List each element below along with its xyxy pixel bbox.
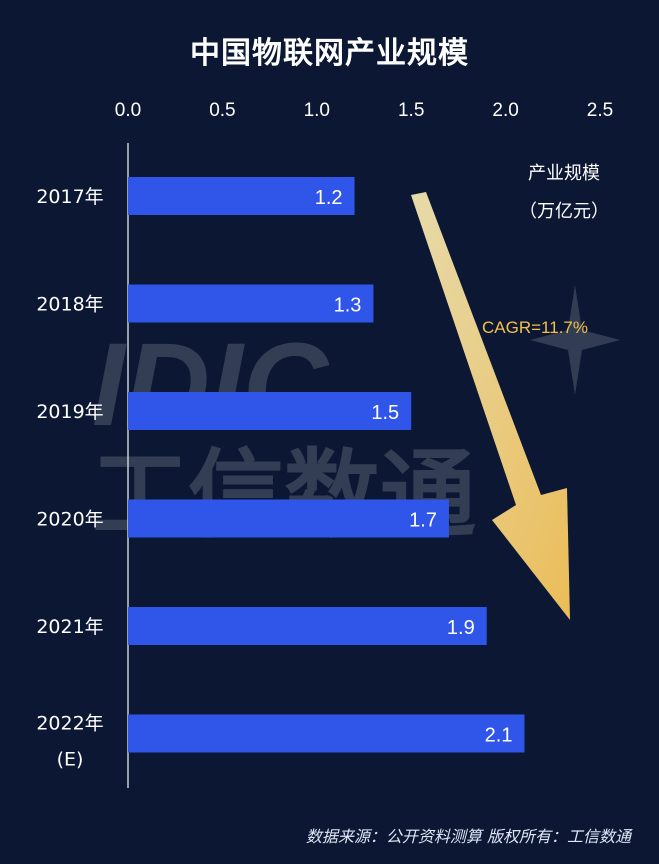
x-tick-label: 0.0 (115, 100, 141, 121)
bar-value-label: 1.2 (315, 187, 343, 209)
category-label: 2018年 (36, 294, 103, 316)
chart-title: 中国物联网产业规模 (190, 36, 469, 71)
category-label: 2021年 (36, 616, 103, 638)
x-tick-label: 2.0 (492, 100, 518, 121)
category-label: 2020年 (36, 509, 103, 531)
bar-value-label: 1.3 (334, 295, 362, 317)
bar (128, 284, 374, 323)
value-labels: 1.2 1.3 1.5 1.7 1.9 2.1 (315, 187, 513, 747)
x-tick-label: 0.5 (209, 100, 235, 121)
bar-value-label: 1.7 (409, 510, 437, 532)
source-note: 数据来源：公开资料测算 版权所有：工信数通 (305, 827, 631, 846)
watermark: IDIC 工信数通 (92, 285, 620, 551)
x-axis-ticks: 0.0 0.5 1.0 1.5 2.0 2.5 (115, 100, 613, 121)
bar (128, 499, 449, 538)
series-label-line2: （万亿元） (519, 201, 609, 222)
bar (128, 177, 355, 215)
x-tick-label: 2.5 (587, 100, 613, 121)
category-label: 2022年 (36, 713, 103, 735)
category-label: 2017年 (36, 186, 103, 208)
bar-value-label: 1.9 (447, 617, 475, 639)
x-tick-label: 1.0 (304, 100, 330, 121)
bar (128, 714, 525, 753)
bars (128, 177, 525, 753)
category-labels: 2017年 2018年 2019年 2020年 2021年 2022年 (E) (36, 186, 103, 771)
watermark-star-icon (530, 285, 620, 395)
series-label-line1: 产业规模 (528, 163, 600, 184)
x-tick-label: 1.5 (398, 100, 424, 121)
bar-value-label: 2.1 (485, 725, 513, 747)
cagr-annotation: CAGR=11.7% (482, 318, 588, 337)
bar-value-label: 1.5 (371, 402, 399, 424)
category-label: (E) (57, 749, 84, 771)
bar (128, 392, 412, 430)
category-label: 2019年 (36, 401, 103, 423)
bar (128, 607, 487, 645)
growth-arrow-icon (411, 192, 570, 620)
